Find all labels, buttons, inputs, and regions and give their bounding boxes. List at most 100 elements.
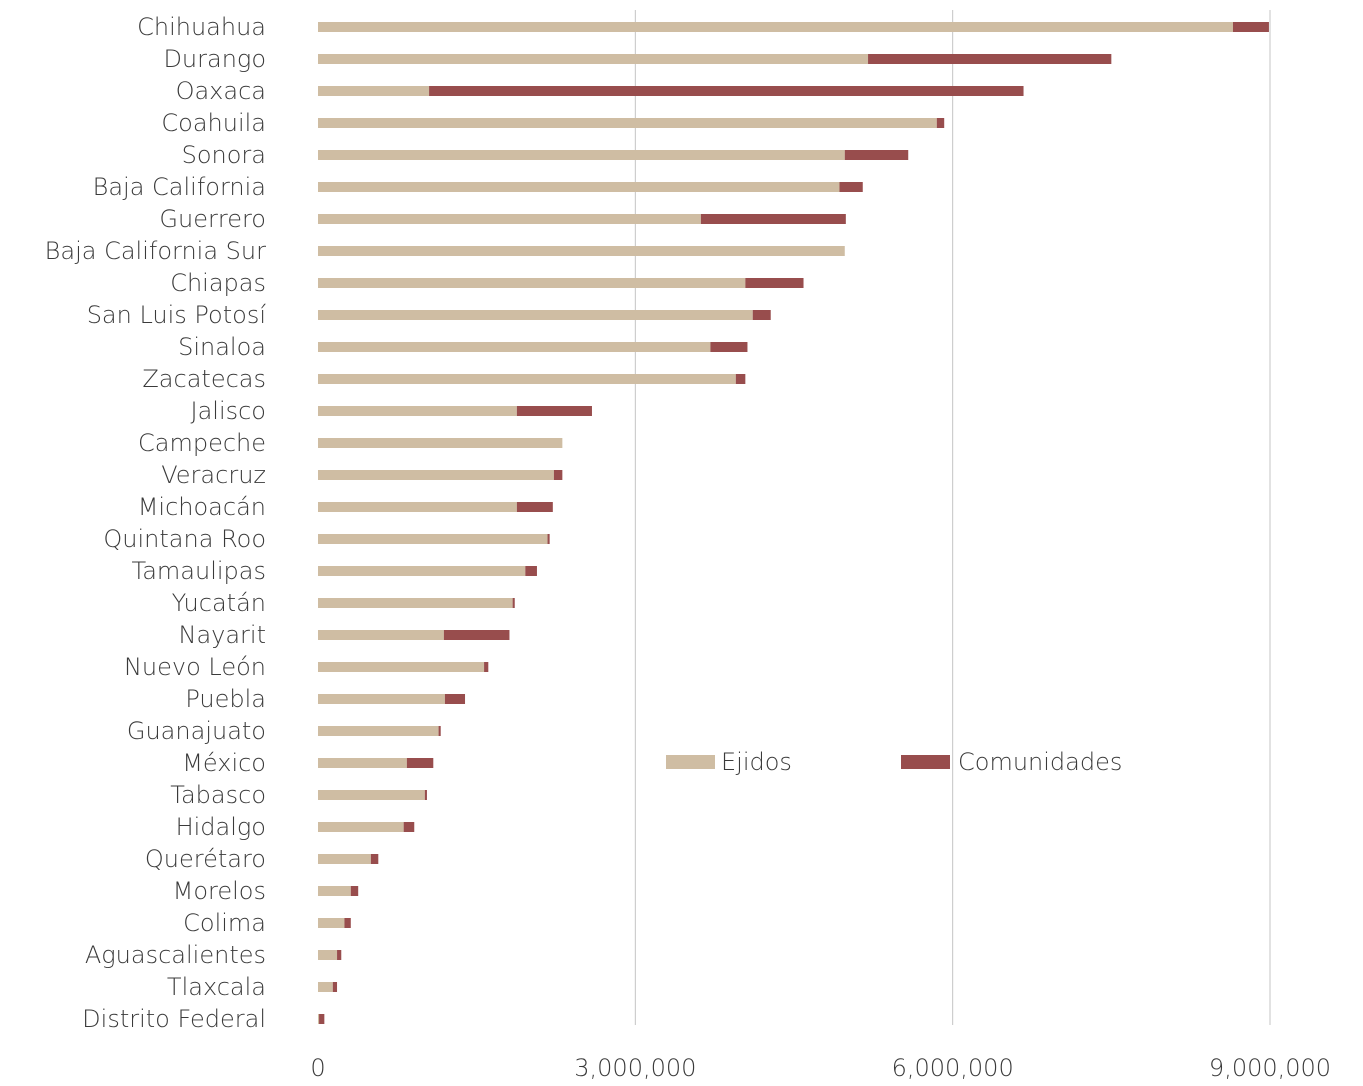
bar-ejidos: [318, 854, 371, 864]
category-label: Morelos: [173, 877, 266, 905]
legend-swatch: [901, 755, 950, 769]
bar-comunidades: [516, 502, 553, 512]
category-label: Distrito Federal: [82, 1005, 266, 1033]
bar-comunidades: [547, 534, 550, 544]
legend-label: Ejidos: [721, 748, 792, 776]
category-label: Durango: [163, 45, 266, 73]
bar-ejidos: [318, 790, 425, 800]
bar-ejidos: [318, 886, 351, 896]
bar-ejidos: [318, 150, 845, 160]
category-label: Chiapas: [170, 269, 266, 297]
category-label: Aguascalientes: [85, 941, 266, 969]
bar-ejidos: [318, 246, 845, 256]
category-label: Tabasco: [170, 781, 266, 809]
bar-comunidades: [337, 950, 342, 960]
bars: [318, 22, 1269, 1024]
bar-comunidades: [936, 118, 945, 128]
legend: Ejidos Comunidades: [666, 748, 1122, 776]
bar-ejidos: [318, 310, 753, 320]
bar-comunidades: [844, 150, 909, 160]
category-label: Sonora: [182, 141, 266, 169]
bar-comunidades: [443, 630, 510, 640]
bar-comunidades: [710, 342, 748, 352]
category-label: Sinaloa: [178, 333, 266, 361]
bar-ejidos: [318, 534, 548, 544]
bar-ejidos: [318, 1014, 320, 1024]
bar-ejidos: [318, 822, 404, 832]
category-label: Yucatán: [172, 589, 266, 617]
category-label: Veracruz: [161, 461, 266, 489]
category-label: Oaxaca: [176, 77, 266, 105]
x-tick-label: 3,000,000: [574, 1054, 696, 1081]
bar-comunidades: [745, 278, 804, 288]
bar-comunidades: [735, 374, 746, 384]
category-label: Querétaro: [145, 845, 266, 873]
bar-comunidades: [319, 1014, 325, 1024]
bar-ejidos: [318, 598, 513, 608]
bar-comunidades: [370, 854, 379, 864]
bar-comunidades: [350, 886, 359, 896]
bar-ejidos: [318, 374, 736, 384]
bar-ejidos: [318, 566, 526, 576]
x-tick-label: 6,000,000: [892, 1054, 1014, 1081]
category-label: Baja California: [93, 173, 266, 201]
category-label: Michoacán: [138, 493, 266, 521]
bar-comunidades: [700, 214, 846, 224]
bar-comunidades: [1232, 22, 1269, 32]
bar-ejidos: [318, 118, 937, 128]
legend-label: Comunidades: [958, 748, 1122, 776]
category-label: Nayarit: [178, 621, 266, 649]
bar-ejidos: [318, 694, 445, 704]
bar-ejidos: [318, 278, 746, 288]
x-axis-tick-labels: 0 3,000,000 6,000,000 9,000,000: [310, 1054, 1331, 1082]
bar-ejidos: [318, 758, 407, 768]
bar-comunidades: [484, 662, 489, 672]
bar-ejidos: [318, 662, 485, 672]
category-label: Guerrero: [159, 205, 266, 233]
gridlines: [634, 10, 1271, 1025]
bar-comunidades: [516, 406, 592, 416]
bar-ejidos: [318, 86, 430, 96]
bar-comunidades: [512, 598, 515, 608]
category-label: Nuevo León: [124, 653, 266, 681]
x-tick-label: 0: [310, 1054, 325, 1081]
bar-comunidades: [868, 54, 1112, 64]
bar-comunidades: [438, 726, 441, 736]
category-label: Campeche: [138, 429, 266, 457]
category-label: Hidalgo: [176, 813, 266, 841]
bar-comunidades: [332, 982, 338, 992]
bar-comunidades: [839, 182, 863, 192]
bar-comunidades: [752, 310, 771, 320]
bar-ejidos: [318, 22, 1233, 32]
category-label: Jalisco: [190, 397, 266, 425]
bar-ejidos: [318, 950, 338, 960]
bar-ejidos: [318, 918, 345, 928]
bar-comunidades: [406, 758, 434, 768]
bar-ejidos: [318, 630, 444, 640]
category-label: Quintana Roo: [103, 525, 266, 553]
bar-ejidos: [318, 54, 869, 64]
bar-comunidades: [403, 822, 415, 832]
category-label: Tamaulipas: [132, 557, 266, 585]
bar-ejidos: [318, 726, 439, 736]
category-label: México: [182, 749, 266, 777]
bar-comunidades: [553, 470, 563, 480]
bar-ejidos: [318, 982, 333, 992]
bar-comunidades: [344, 918, 351, 928]
bar-comunidades: [429, 86, 1024, 96]
category-label: Baja California Sur: [45, 237, 266, 265]
bar-comunidades: [444, 694, 466, 704]
bar-ejidos: [318, 182, 840, 192]
bar-ejidos: [318, 406, 517, 416]
x-tick-label: 9,000,000: [1209, 1054, 1331, 1081]
bar-ejidos: [318, 342, 711, 352]
category-label: Coahuila: [161, 109, 266, 137]
bar-ejidos: [318, 214, 701, 224]
bar-comunidades: [525, 566, 537, 576]
category-label: Colima: [183, 909, 266, 937]
category-label: Tlaxcala: [167, 973, 266, 1001]
legend-swatch: [666, 755, 715, 769]
category-label: Guanajuato: [127, 717, 266, 745]
category-label: Zacatecas: [142, 365, 266, 393]
